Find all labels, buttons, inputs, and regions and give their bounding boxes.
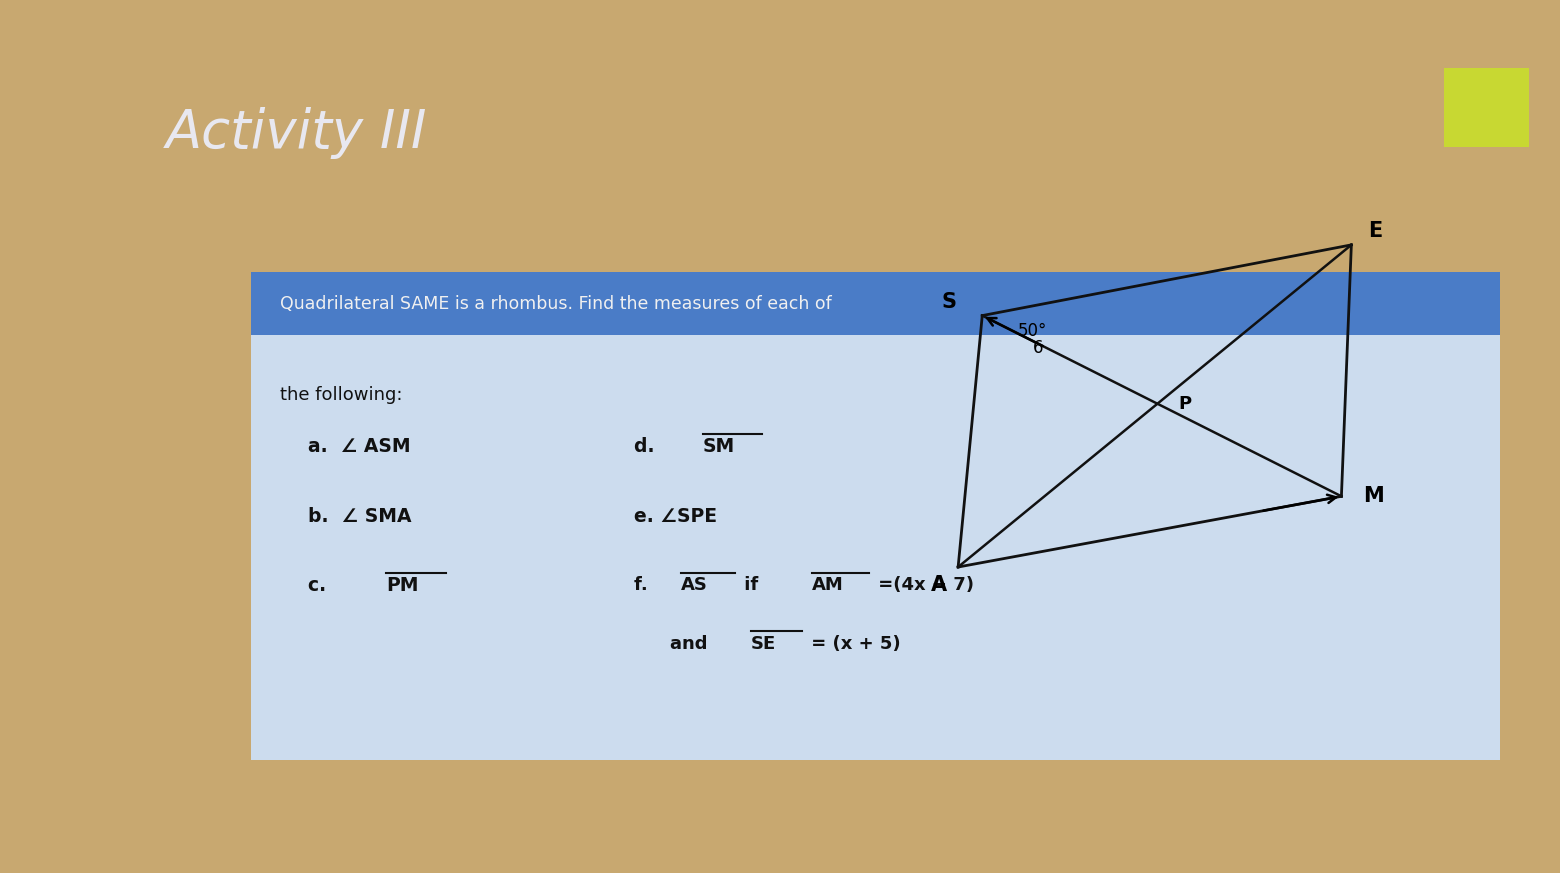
- Text: A: A: [931, 574, 947, 595]
- Text: if: if: [738, 575, 764, 594]
- Bar: [251, 272, 1501, 760]
- Text: SE: SE: [750, 635, 777, 653]
- Text: d.: d.: [635, 437, 668, 457]
- Text: 6: 6: [1033, 339, 1044, 357]
- Text: AS: AS: [682, 575, 708, 594]
- Text: = (x + 5): = (x + 5): [805, 635, 900, 653]
- Text: M: M: [1363, 486, 1384, 506]
- Text: 50°: 50°: [1017, 322, 1047, 340]
- Text: f.: f.: [635, 575, 655, 594]
- Text: the following:: the following:: [279, 386, 402, 404]
- Text: AM: AM: [811, 575, 844, 594]
- Text: =(4x − 7): =(4x − 7): [872, 575, 973, 594]
- Text: c.: c.: [307, 575, 339, 595]
- Text: a.  ∠ ASM: a. ∠ ASM: [307, 437, 410, 457]
- Bar: [251, 272, 1501, 335]
- Text: PM: PM: [385, 575, 418, 595]
- Text: S: S: [942, 292, 956, 312]
- Text: SM: SM: [702, 437, 735, 457]
- Text: E: E: [1368, 221, 1382, 241]
- Text: Quadrilateral SAME is a rhombus. Find the measures of each of: Quadrilateral SAME is a rhombus. Find th…: [279, 295, 831, 313]
- Text: b.  ∠ SMA: b. ∠ SMA: [307, 506, 412, 526]
- Text: Activity III: Activity III: [165, 107, 427, 160]
- Text: e. ∠SPE: e. ∠SPE: [635, 506, 718, 526]
- Bar: [1443, 68, 1529, 147]
- Text: P: P: [1179, 395, 1192, 414]
- Text: and: and: [669, 635, 713, 653]
